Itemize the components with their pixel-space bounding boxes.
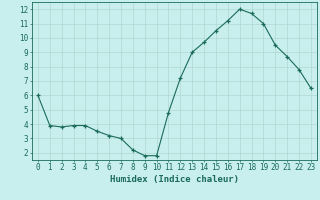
X-axis label: Humidex (Indice chaleur): Humidex (Indice chaleur) — [110, 175, 239, 184]
